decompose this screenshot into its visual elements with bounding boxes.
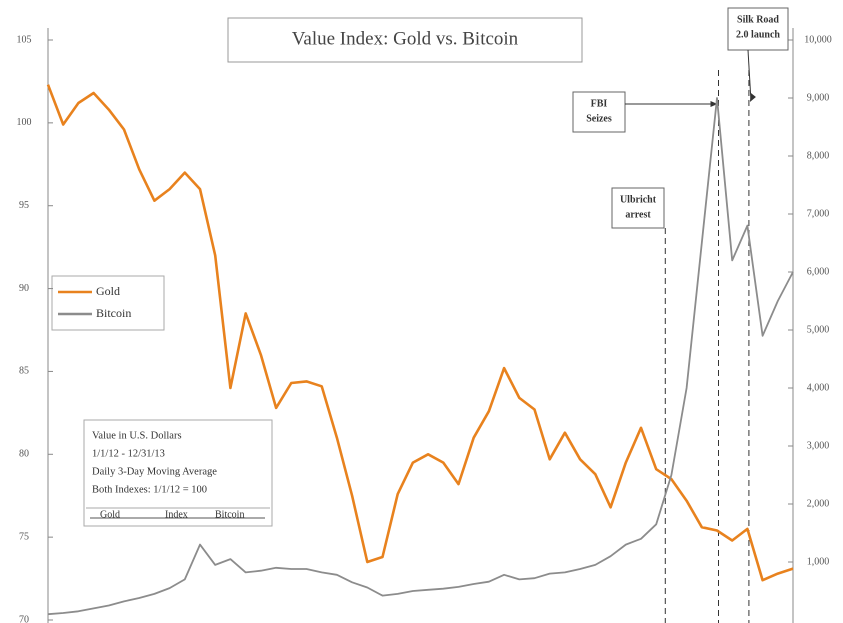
info-text: Daily 3-Day Moving Average [92, 466, 217, 477]
annotation-text: Seizes [586, 113, 612, 124]
annotation-text: Ulbricht [620, 194, 657, 205]
annotation-box [727, 7, 789, 51]
info-footer: Index [165, 509, 188, 520]
y2-tick-label: 4,000 [807, 382, 830, 393]
y-tick-label: 85 [19, 366, 29, 377]
y2-tick-label: 9,000 [807, 92, 830, 103]
annotation-text: arrest [625, 209, 651, 220]
y-tick-label: 70 [19, 614, 29, 623]
info-text: Value in U.S. Dollars [92, 430, 182, 441]
legend-box [51, 275, 165, 331]
y-tick-label: 105 [17, 34, 32, 45]
y-tick-label: 90 [19, 283, 29, 294]
info-text: Both Indexes: 1/1/12 = 100 [92, 484, 207, 495]
info-text: 1/1/12 - 12/31/13 [92, 448, 165, 459]
y-tick-label: 95 [19, 200, 29, 211]
info-footer: Gold [100, 509, 120, 520]
series-line [46, 84, 794, 582]
y2-tick-label: 5,000 [807, 324, 830, 335]
annotation-text: Silk Road [737, 14, 779, 25]
y2-tick-label: 8,000 [807, 150, 830, 161]
annotation-text: FBI [591, 98, 608, 109]
y2-tick-label: 1,000 [807, 556, 830, 567]
annotation-box [572, 91, 626, 133]
arrow-head [710, 101, 718, 107]
y2-tick-label: 7,000 [807, 208, 830, 219]
y-tick-label: 80 [19, 449, 29, 460]
annotation-arrow [747, 49, 752, 101]
arrow-head [749, 93, 756, 102]
y-tick-label: 100 [17, 117, 32, 128]
y2-tick-label: 2,000 [807, 498, 830, 509]
annotation-text: 2.0 launch [736, 29, 780, 40]
legend-label: Gold [96, 284, 120, 298]
y2-tick-label: 3,000 [807, 440, 830, 451]
chart-title: Value Index: Gold vs. Bitcoin [292, 28, 519, 49]
y2-tick-label: 10,000 [804, 34, 832, 45]
title-box [227, 17, 583, 63]
series-line [47, 97, 794, 616]
y-tick-label: 75 [19, 531, 29, 542]
info-footer: Bitcoin [215, 509, 244, 520]
legend-label: Bitcoin [96, 306, 131, 320]
y2-tick-label: 6,000 [807, 266, 830, 277]
annotation-box [611, 187, 665, 229]
